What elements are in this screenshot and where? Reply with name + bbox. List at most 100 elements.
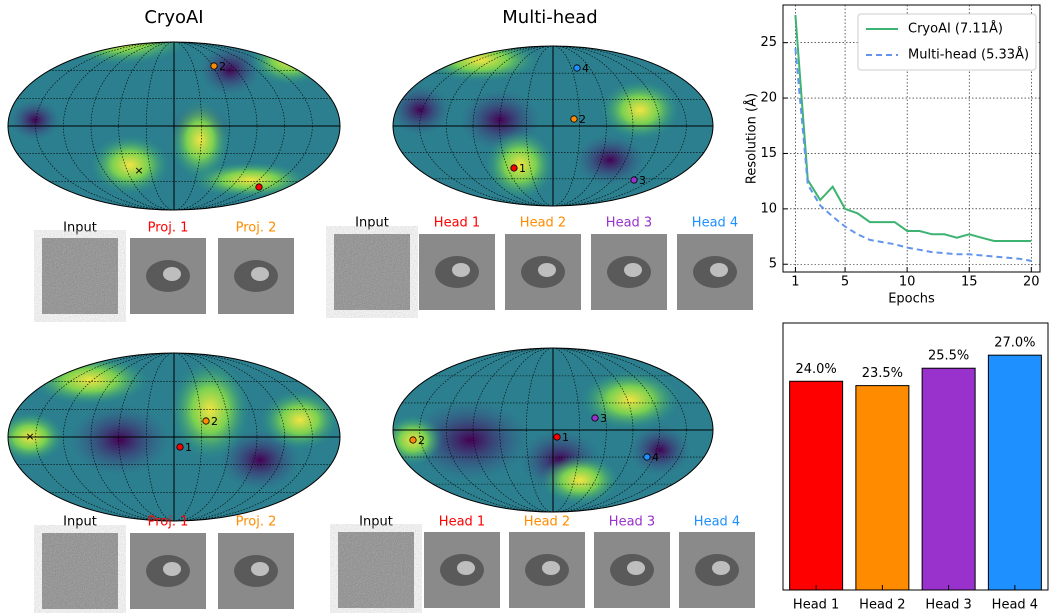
x-tick-label: Head 2 bbox=[859, 598, 905, 613]
y-tick-label: 10 bbox=[760, 201, 777, 216]
x-tick-label: Head 4 bbox=[992, 598, 1038, 613]
x-tick-label: 1 bbox=[791, 275, 799, 290]
point-marker bbox=[203, 418, 209, 424]
point-marker bbox=[554, 434, 560, 440]
sky-map bbox=[8, 15, 340, 210]
x-tick-label: Head 1 bbox=[793, 598, 839, 613]
thumb-label: Head 4 bbox=[692, 216, 738, 231]
thumb-label: Head 1 bbox=[434, 216, 480, 231]
point-label: 2 bbox=[211, 415, 218, 428]
cross-marker: × bbox=[25, 430, 34, 443]
particle-highlight bbox=[163, 267, 181, 281]
noise bbox=[338, 532, 414, 608]
x-tick-label: 5 bbox=[841, 275, 849, 290]
thumb-label: Head 3 bbox=[609, 515, 655, 530]
particle-highlight bbox=[163, 562, 181, 576]
cold-region bbox=[630, 425, 690, 475]
point-marker bbox=[574, 65, 580, 71]
point-label: 4 bbox=[582, 62, 589, 75]
noise bbox=[334, 234, 410, 310]
thumb-label: Input bbox=[359, 515, 393, 530]
point-marker bbox=[211, 63, 217, 69]
point-label: 2 bbox=[579, 113, 586, 126]
particle-highlight bbox=[251, 267, 269, 281]
point-marker bbox=[256, 184, 262, 190]
x-tick-label: Head 3 bbox=[925, 598, 971, 613]
legend-label: CryoAI (7.11Å) bbox=[908, 21, 1003, 37]
thumb-label: Head 2 bbox=[520, 216, 566, 231]
line-series bbox=[795, 48, 1031, 261]
hot-region bbox=[250, 35, 330, 85]
panel-title: CryoAI bbox=[144, 7, 203, 28]
point-label: 4 bbox=[652, 451, 659, 464]
y-tick-label: 5 bbox=[769, 257, 777, 272]
panel-title: Multi-head bbox=[502, 7, 597, 28]
value-label: 25.5% bbox=[928, 349, 969, 364]
y-tick-label: 15 bbox=[760, 146, 777, 161]
legend-label: Multi-head (5.33Å) bbox=[908, 47, 1029, 63]
point-marker bbox=[177, 444, 183, 450]
noise bbox=[42, 533, 118, 609]
value-label: 24.0% bbox=[795, 362, 836, 377]
particle-highlight bbox=[538, 263, 556, 277]
particle-highlight bbox=[251, 562, 269, 576]
cold-region bbox=[10, 100, 60, 140]
x-tick-label: 10 bbox=[899, 275, 916, 290]
particle-highlight bbox=[624, 263, 642, 277]
figure: CryoAI Multi-head × 2 4 2 1 3 × 2 1 2 1 3 4 Input Proj… bbox=[0, 0, 1056, 613]
particle-highlight bbox=[710, 263, 728, 277]
particle-highlight bbox=[452, 263, 470, 277]
thumb-label: Proj. 2 bbox=[236, 515, 277, 530]
cross-marker: × bbox=[134, 164, 143, 177]
point-label: 2 bbox=[418, 434, 425, 447]
hot-region bbox=[30, 355, 150, 405]
thumb-label: Head 1 bbox=[439, 515, 485, 530]
point-label: 1 bbox=[519, 162, 526, 175]
cold-region bbox=[390, 85, 450, 135]
sky-map bbox=[0, 353, 340, 521]
hot-region bbox=[260, 390, 340, 450]
thumb-label: Proj. 1 bbox=[148, 515, 189, 530]
bar bbox=[988, 355, 1041, 590]
map-fill bbox=[8, 15, 340, 210]
map-fill bbox=[383, 348, 713, 512]
particle-highlight bbox=[712, 561, 730, 575]
value-label: 23.5% bbox=[862, 366, 903, 381]
thumb-label: Head 3 bbox=[606, 216, 652, 231]
map-fill bbox=[0, 353, 340, 521]
cold-region bbox=[200, 45, 260, 95]
point-label: 3 bbox=[600, 412, 607, 425]
bar bbox=[856, 386, 909, 590]
hot-region bbox=[600, 80, 680, 140]
point-label: 3 bbox=[639, 174, 646, 187]
bar bbox=[922, 368, 975, 590]
point-marker bbox=[644, 454, 650, 460]
thumb-label: Proj. 2 bbox=[236, 221, 277, 236]
particle-highlight bbox=[542, 561, 560, 575]
sky-map bbox=[383, 348, 713, 512]
thumb-label: Input bbox=[63, 515, 97, 530]
particle-highlight bbox=[457, 561, 475, 575]
point-label: 1 bbox=[562, 431, 569, 444]
point-marker bbox=[592, 415, 598, 421]
map-fill bbox=[390, 38, 713, 206]
hot-region bbox=[170, 100, 230, 180]
thumb-label: Input bbox=[355, 216, 389, 231]
y-tick-label: 20 bbox=[760, 91, 777, 106]
thumb-label: Input bbox=[63, 221, 97, 236]
y-tick-label: 25 bbox=[760, 35, 777, 50]
sky-map bbox=[390, 38, 713, 206]
value-label: 27.0% bbox=[994, 336, 1035, 351]
hot-region bbox=[90, 135, 170, 195]
hot-region bbox=[420, 38, 540, 82]
bar bbox=[790, 381, 843, 590]
thumb-label: Proj. 1 bbox=[148, 221, 189, 236]
point-marker bbox=[571, 116, 577, 122]
thumb-label: Head 4 bbox=[694, 515, 740, 530]
thumb-label: Head 2 bbox=[524, 515, 570, 530]
hot-region bbox=[540, 455, 620, 505]
point-label: 2 bbox=[219, 60, 226, 73]
point-marker bbox=[511, 165, 517, 171]
x-axis-label: Epochs bbox=[888, 292, 935, 307]
noise bbox=[42, 238, 118, 314]
